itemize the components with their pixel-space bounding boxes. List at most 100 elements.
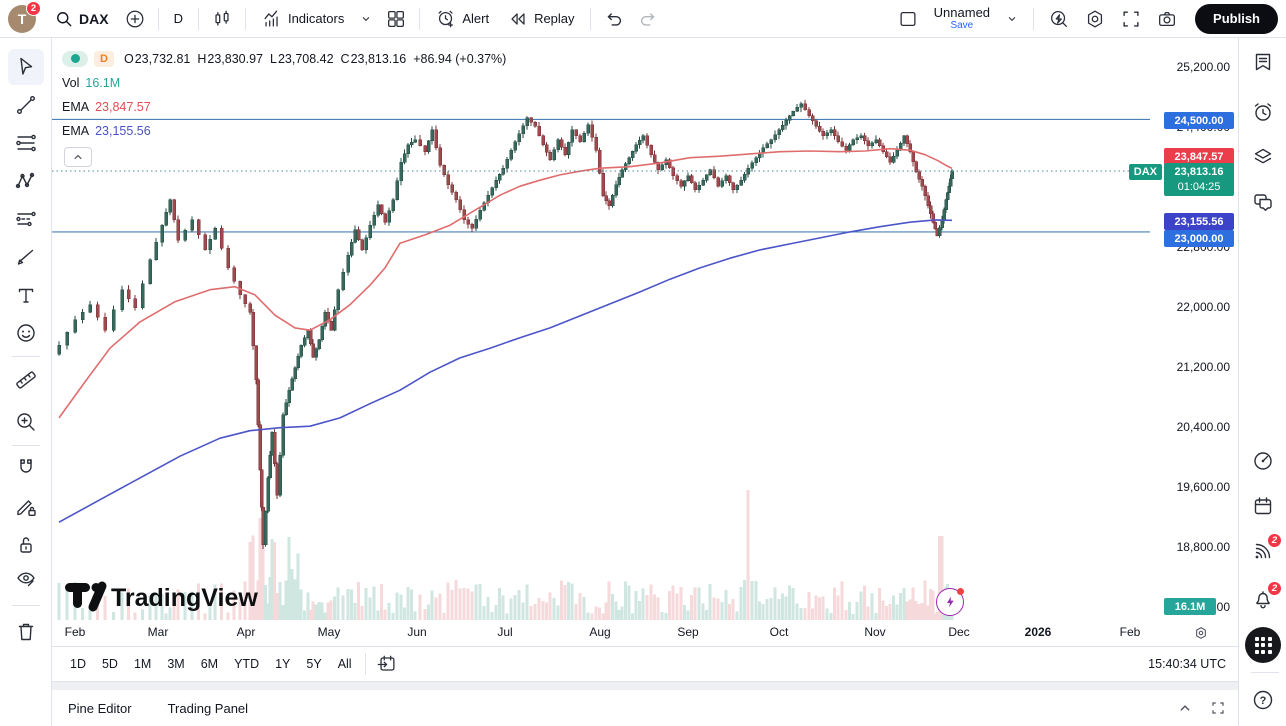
chart-type-button[interactable]: [206, 3, 238, 35]
trend-line-tool[interactable]: [14, 93, 38, 117]
fullscreen-button[interactable]: [1115, 3, 1147, 35]
events-icon[interactable]: [936, 588, 964, 616]
series-dot-icon: [70, 54, 80, 63]
volume-axis-label: 16.1M: [1164, 598, 1216, 615]
redo-button[interactable]: [632, 3, 664, 35]
range-5y-button[interactable]: 5Y: [299, 653, 328, 675]
trading-panel-button[interactable]: Trading Panel: [167, 700, 249, 716]
undo-button[interactable]: [598, 3, 630, 35]
cursor-tool[interactable]: [8, 49, 44, 85]
ema-fast-line: [58, 147, 953, 419]
remove-all-drawings-tool[interactable]: [14, 620, 38, 644]
snapshot-button[interactable]: [1151, 3, 1183, 35]
pine-editor-button[interactable]: Pine Editor: [68, 700, 132, 716]
panel-expand-button[interactable]: [1176, 699, 1194, 717]
drawing-mode-lock-tool[interactable]: [14, 495, 38, 519]
hide-all-drawings-tool[interactable]: [14, 566, 38, 590]
divider: [1251, 672, 1279, 673]
range-5d-button[interactable]: 5D: [95, 653, 125, 675]
calendar-button[interactable]: [1251, 494, 1275, 518]
remove-all-drawings-icon: [14, 620, 38, 644]
avatar[interactable]: T 2: [8, 0, 41, 33]
series-visibility-toggle[interactable]: [62, 50, 88, 67]
divider: [12, 445, 40, 446]
notifications-button[interactable]: 2: [1251, 581, 1282, 611]
legend-collapse-button[interactable]: [64, 147, 92, 167]
ideas-button[interactable]: [1251, 449, 1275, 473]
quick-search-icon: [1048, 8, 1070, 30]
brush-tool[interactable]: [14, 245, 38, 269]
alert-button[interactable]: Alert: [427, 4, 497, 34]
ema-fast-row[interactable]: EMA 23,847.57: [62, 99, 151, 114]
ema-slow-row[interactable]: EMA 23,155.56: [62, 123, 151, 138]
layers-button[interactable]: [1251, 145, 1275, 169]
streams-button[interactable]: 2: [1251, 533, 1282, 563]
price-label: 24,500.00: [1164, 112, 1234, 129]
price-axis[interactable]: 25,200.0024,400.0023,600.0022,800.0022,0…: [1128, 38, 1238, 620]
axis-settings-button[interactable]: [1190, 622, 1212, 644]
top-toolbar: T 2 DAX D Indicators Alert: [0, 0, 1286, 38]
right-sidebar: 2 2?: [1238, 38, 1286, 726]
save-layout-button[interactable]: Unnamed Save: [928, 4, 996, 33]
lock-all-drawings-tool[interactable]: [14, 533, 38, 557]
price-label: 23,000.00: [1164, 230, 1234, 247]
publish-button[interactable]: Publish: [1195, 3, 1278, 34]
chart-canvas[interactable]: TradingView: [52, 38, 1150, 620]
month-label: Jun: [407, 625, 427, 639]
range-all-button[interactable]: All: [331, 653, 359, 675]
clock[interactable]: 15:40:34 UTC: [1148, 657, 1226, 671]
volume-row[interactable]: Vol 16.1M: [62, 75, 121, 90]
replay-button[interactable]: Replay: [499, 4, 582, 34]
zoom-in-tool[interactable]: [14, 410, 38, 434]
timeframe-badge[interactable]: D: [94, 50, 114, 67]
compare-add-button[interactable]: [119, 3, 151, 35]
drawing-mode-lock-icon: [14, 495, 38, 519]
candlestick-icon: [211, 8, 233, 30]
quick-search-button[interactable]: [1043, 3, 1075, 35]
indicators-button[interactable]: Indicators: [253, 4, 352, 34]
divider: [12, 356, 40, 357]
settings-button[interactable]: [1079, 3, 1111, 35]
price-tick: 21,200.00: [1176, 360, 1230, 374]
range-1d-button[interactable]: 1D: [63, 653, 93, 675]
indicator-templates-chevron[interactable]: [354, 3, 378, 35]
apps-menu-button[interactable]: [1245, 627, 1281, 663]
panel-maximize-button[interactable]: [1210, 700, 1226, 716]
multichart-layout-button[interactable]: [380, 3, 412, 35]
layout-chevron-button[interactable]: [1000, 3, 1024, 35]
long-position-icon: [14, 207, 38, 231]
gear-icon: [1084, 8, 1106, 30]
price-tick: 20,400.00: [1176, 420, 1230, 434]
fullscreen-icon: [1120, 8, 1142, 30]
emoji-tool[interactable]: [14, 321, 38, 345]
layout-manage-button[interactable]: [892, 3, 924, 35]
goto-date-button[interactable]: [371, 648, 403, 680]
alerts-button[interactable]: [1251, 100, 1275, 124]
range-1m-button[interactable]: 1M: [127, 653, 158, 675]
svg-text:TradingView: TradingView: [111, 584, 258, 612]
legend: D O23,732.81 H23,830.97 L23,708.42 C23,8…: [62, 50, 506, 146]
xabcd-pattern-tool[interactable]: [14, 169, 38, 193]
chat-button[interactable]: [1251, 190, 1275, 214]
range-ytd-button[interactable]: YTD: [227, 653, 266, 675]
price-tick: 22,000.00: [1176, 300, 1230, 314]
text-tool[interactable]: [14, 283, 38, 307]
symbol-search-button[interactable]: DAX: [46, 5, 117, 33]
help-button[interactable]: ?: [1251, 688, 1275, 712]
month-label: Oct: [769, 625, 789, 639]
time-axis[interactable]: Feb Mar Apr May Jun Jul Aug Sep Oct Nov Dec 2026 Feb: [52, 620, 1238, 646]
long-position-tool[interactable]: [14, 207, 38, 231]
watchlist-button[interactable]: [1251, 50, 1275, 74]
tradingview-watermark: TradingView: [65, 581, 258, 612]
range-3m-button[interactable]: 3M: [160, 653, 191, 675]
range-1y-button[interactable]: 1Y: [268, 653, 297, 675]
save-link[interactable]: Save: [950, 20, 974, 32]
fib-retracement-tool[interactable]: [14, 131, 38, 155]
camera-icon: [1156, 8, 1178, 30]
lock-all-drawings-icon: [14, 533, 38, 557]
ema-slow-value: 23,155.56: [95, 123, 151, 138]
magnet-tool[interactable]: [14, 456, 38, 480]
timeframe-button[interactable]: D: [166, 7, 191, 30]
ruler-tool[interactable]: [14, 368, 38, 392]
range-6m-button[interactable]: 6M: [194, 653, 225, 675]
